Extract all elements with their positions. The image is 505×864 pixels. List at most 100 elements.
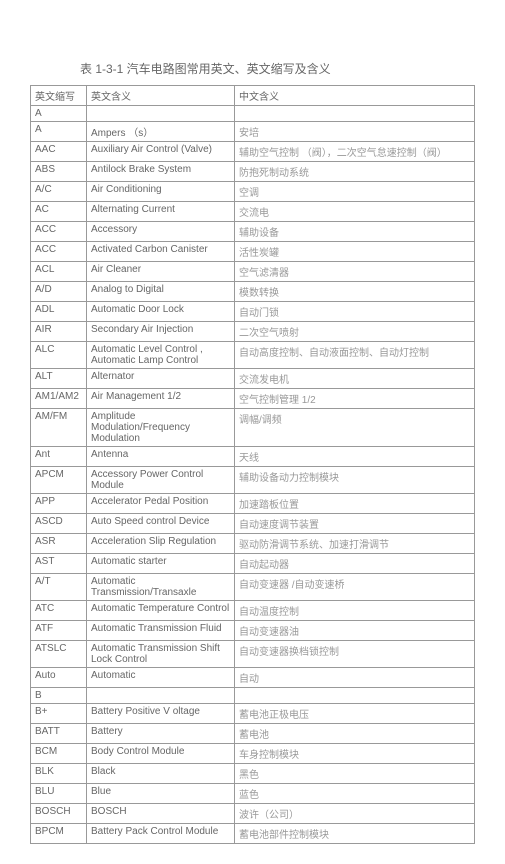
table-row: ACLAir Cleaner空气滤清器 [31, 262, 475, 282]
cell-abbr: ACL [31, 262, 87, 282]
cell-cn: 防抱死制动系统 [235, 162, 475, 182]
cell-cn: 交流发电机 [235, 369, 475, 389]
cell-en: Acceleration Slip Regulation [87, 534, 235, 554]
table-row: AACAuxiliary Air Control (Valve)辅助空气控制 （… [31, 142, 475, 162]
cell-abbr: B [31, 688, 87, 704]
cell-en: Accessory [87, 222, 235, 242]
cell-abbr: Auto [31, 668, 87, 688]
cell-en: Alternator [87, 369, 235, 389]
cell-abbr: BPCM [31, 824, 87, 844]
cell-cn: 辅助设备 [235, 222, 475, 242]
cell-en: Activated Carbon Canister [87, 242, 235, 262]
table-row: AAmpers （s）安培 [31, 122, 475, 142]
cell-cn: 蓄电池部件控制模块 [235, 824, 475, 844]
table-row: ALTAlternator交流发电机 [31, 369, 475, 389]
table-title: 表 1-3-1 汽车电路图常用英文、英文缩写及含义 [80, 60, 475, 77]
cell-cn: 自动变速器 /自动变速桥 [235, 574, 475, 601]
cell-cn: 交流电 [235, 202, 475, 222]
cell-cn: 辅助空气控制 （阀），二次空气怠速控制（阀） [235, 142, 475, 162]
cell-cn [235, 688, 475, 704]
cell-en: Antenna [87, 447, 235, 467]
cell-abbr: A/C [31, 182, 87, 202]
cell-abbr: A [31, 106, 87, 122]
cell-abbr: BOSCH [31, 804, 87, 824]
cell-en: Automatic Temperature Control [87, 601, 235, 621]
table-row: ATCAutomatic Temperature Control自动温度控制 [31, 601, 475, 621]
cell-en: Battery Pack Control Module [87, 824, 235, 844]
cell-cn: 蓝色 [235, 784, 475, 804]
cell-abbr: AM1/AM2 [31, 389, 87, 409]
cell-abbr: AAC [31, 142, 87, 162]
cell-en: Accelerator Pedal Position [87, 494, 235, 514]
cell-abbr: ALT [31, 369, 87, 389]
table-row: ATFAutomatic Transmission Fluid自动变速器油 [31, 621, 475, 641]
table-row: ASRAcceleration Slip Regulation驱动防滑调节系统、… [31, 534, 475, 554]
cell-cn: 空调 [235, 182, 475, 202]
cell-abbr: AST [31, 554, 87, 574]
cell-cn: 自动高度控制、自动液面控制、自动灯控制 [235, 342, 475, 369]
cell-en: Blue [87, 784, 235, 804]
cell-abbr: ASCD [31, 514, 87, 534]
cell-en: Accessory Power Control Module [87, 467, 235, 494]
cell-cn: 活性炭罐 [235, 242, 475, 262]
table-row: BCMBody Control Module车身控制模块 [31, 744, 475, 764]
cell-en: Alternating Current [87, 202, 235, 222]
table-row: AutoAutomatic自动 [31, 668, 475, 688]
table-row: ACAlternating Current交流电 [31, 202, 475, 222]
table-row: ATSLCAutomatic Transmission Shift Lock C… [31, 641, 475, 668]
cell-cn: 二次空气喷射 [235, 322, 475, 342]
cell-en: Air Cleaner [87, 262, 235, 282]
table-row: APCMAccessory Power Control Module辅助设备动力… [31, 467, 475, 494]
table-row: AM/FMAmplitude Modulation/Frequency Modu… [31, 409, 475, 447]
cell-en: BOSCH [87, 804, 235, 824]
cell-abbr: AM/FM [31, 409, 87, 447]
table-row: BOSCHBOSCH波许（公司） [31, 804, 475, 824]
cell-cn: 空气控制管理 1/2 [235, 389, 475, 409]
cell-abbr: A/T [31, 574, 87, 601]
cell-abbr: AC [31, 202, 87, 222]
cell-cn: 模数转换 [235, 282, 475, 302]
cell-en: Automatic Transmission/Transaxle [87, 574, 235, 601]
table-row: A/TAutomatic Transmission/Transaxle自动变速器… [31, 574, 475, 601]
header-cn: 中文含义 [235, 86, 475, 106]
cell-cn: 自动变速器油 [235, 621, 475, 641]
cell-en: Automatic Level Control , Automatic Lamp… [87, 342, 235, 369]
cell-en: Secondary Air Injection [87, 322, 235, 342]
cell-abbr: BATT [31, 724, 87, 744]
table-row: A/DAnalog to Digital模数转换 [31, 282, 475, 302]
cell-cn [235, 106, 475, 122]
table-row: B [31, 688, 475, 704]
cell-en [87, 106, 235, 122]
cell-abbr: APP [31, 494, 87, 514]
cell-abbr: BLK [31, 764, 87, 784]
table-row: APPAccelerator Pedal Position加速踏板位置 [31, 494, 475, 514]
cell-en: Air Management 1/2 [87, 389, 235, 409]
cell-cn: 辅助设备动力控制模块 [235, 467, 475, 494]
cell-en: Battery [87, 724, 235, 744]
header-en: 英文含义 [87, 86, 235, 106]
table-row: ASCDAuto Speed control Device自动速度调节装置 [31, 514, 475, 534]
table-row: BLUBlue蓝色 [31, 784, 475, 804]
cell-abbr: APCM [31, 467, 87, 494]
table-row: AM1/AM2Air Management 1/2空气控制管理 1/2 [31, 389, 475, 409]
header-abbr: 英文缩写 [31, 86, 87, 106]
cell-cn: 自动速度调节装置 [235, 514, 475, 534]
cell-cn: 天线 [235, 447, 475, 467]
cell-cn: 调幅/调频 [235, 409, 475, 447]
cell-abbr: A/D [31, 282, 87, 302]
cell-cn: 波许（公司） [235, 804, 475, 824]
cell-en: Automatic Transmission Shift Lock Contro… [87, 641, 235, 668]
table-row: ADLAutomatic Door Lock自动门锁 [31, 302, 475, 322]
table-row: BLKBlack黑色 [31, 764, 475, 784]
cell-abbr: ABS [31, 162, 87, 182]
cell-cn: 自动温度控制 [235, 601, 475, 621]
table-row: BPCMBattery Pack Control Module蓄电池部件控制模块 [31, 824, 475, 844]
table-row: ACCAccessory辅助设备 [31, 222, 475, 242]
cell-cn: 车身控制模块 [235, 744, 475, 764]
table-row: ACCActivated Carbon Canister活性炭罐 [31, 242, 475, 262]
cell-cn: 黑色 [235, 764, 475, 784]
cell-abbr: ASR [31, 534, 87, 554]
cell-cn: 自动变速器换档锁控制 [235, 641, 475, 668]
cell-cn: 蓄电池 [235, 724, 475, 744]
cell-cn: 自动门锁 [235, 302, 475, 322]
